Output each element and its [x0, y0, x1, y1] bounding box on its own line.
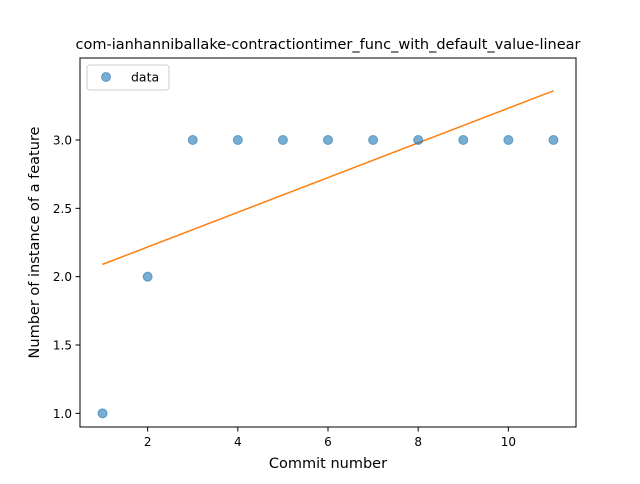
chart-title: com-ianhanniballake-contractiontimer_fun… — [76, 37, 581, 53]
x-tick-label: 8 — [414, 435, 422, 449]
data-point — [187, 135, 198, 145]
data-point — [368, 135, 379, 145]
data-point — [277, 135, 288, 145]
y-tick-label: 3.0 — [53, 134, 72, 148]
x-axis-label: Commit number — [269, 456, 387, 472]
data-point — [503, 135, 514, 145]
data-point — [458, 135, 469, 145]
x-tick-label: 2 — [144, 435, 152, 449]
fit-line — [102, 90, 554, 266]
y-tick-label: 2.0 — [53, 270, 72, 284]
legend-box — [86, 64, 170, 91]
data-point — [548, 135, 559, 145]
legend: data — [86, 64, 170, 91]
y-tick-label: 2.5 — [53, 202, 72, 216]
legend-marker-data — [101, 72, 111, 82]
legend-label-data: data — [131, 70, 159, 85]
data-point — [232, 135, 243, 145]
y-axis-label: Number of instance of a feature — [27, 126, 43, 358]
y-tick-label: 1.5 — [53, 339, 72, 353]
x-tick-label: 4 — [234, 435, 242, 449]
plot-area — [97, 90, 559, 419]
x-axis: 2 4 6 8 10 — [144, 427, 516, 449]
y-axis: 1.0 1.5 2.0 2.5 3.0 — [53, 134, 80, 421]
data-point — [97, 408, 108, 419]
x-tick-label: 10 — [501, 435, 516, 449]
data-point — [323, 135, 333, 145]
data-point — [142, 271, 153, 282]
y-tick-label: 1.0 — [53, 407, 72, 421]
data-point — [413, 135, 424, 145]
x-tick-label: 6 — [324, 435, 332, 449]
